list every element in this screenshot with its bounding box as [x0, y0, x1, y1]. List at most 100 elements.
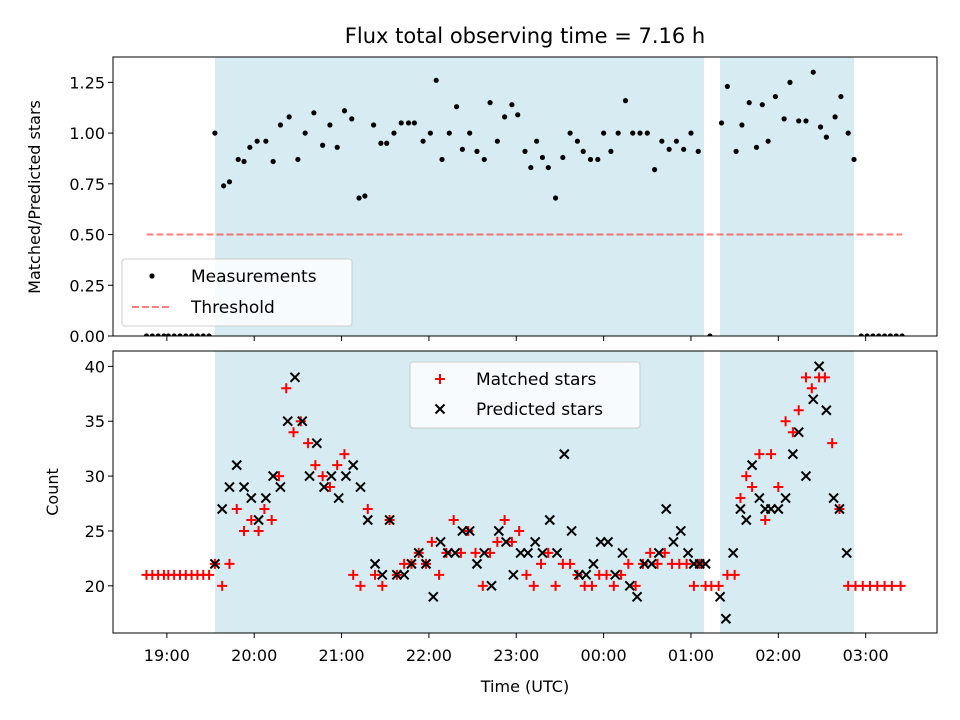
measurement-point	[405, 120, 412, 126]
chart-title: Flux total observing time = 7.16 h	[345, 24, 705, 48]
measurement-point	[277, 122, 284, 128]
predicted-star-marker	[700, 558, 711, 570]
measurement-point	[688, 130, 694, 136]
measurement-point	[241, 158, 247, 165]
measurement-point	[311, 110, 317, 116]
measurement-point	[446, 130, 452, 136]
predicted-star-marker	[754, 492, 765, 504]
predicted-star-marker	[544, 514, 555, 526]
legend-matched-marker	[435, 374, 445, 384]
measurement-point	[509, 102, 515, 108]
predicted-star-marker	[362, 514, 373, 526]
y-tick-label: 20	[85, 577, 105, 596]
measurement-point	[560, 154, 566, 161]
measurement-point	[630, 130, 636, 136]
predicted-star-marker	[617, 547, 628, 559]
matched-star-marker	[332, 460, 343, 471]
matched-star-marker	[528, 580, 539, 591]
matched-star-marker	[355, 580, 366, 591]
measurement-point	[810, 69, 816, 75]
predicted-star-marker	[813, 361, 825, 372]
x-tick-label: 01:00	[668, 646, 714, 665]
predicted-star-marker	[522, 547, 534, 559]
predicted-star-marker	[340, 470, 352, 482]
measurement-point	[391, 130, 397, 136]
predicted-star-marker	[428, 591, 439, 602]
predicted-star-marker	[741, 514, 752, 526]
predicted-star-marker	[500, 536, 512, 548]
matched-star-marker	[806, 383, 817, 394]
predicted-star-marker	[464, 525, 475, 537]
measurement-point	[362, 193, 368, 199]
matched-star-marker	[819, 372, 830, 383]
predicted-star-marker	[508, 569, 519, 581]
predicted-star-marker	[588, 558, 599, 570]
measurement-point	[370, 122, 377, 128]
measurement-point	[580, 148, 586, 154]
predicted-star-marker	[406, 558, 417, 570]
predicted-star-marker	[646, 558, 657, 570]
legend-label: Predicted stars	[476, 400, 603, 420]
measurement-point	[155, 333, 161, 336]
predicted-star-marker	[821, 405, 832, 416]
predicted-star-marker	[275, 481, 286, 493]
predicted-star-marker	[420, 558, 432, 570]
matched-star-marker	[514, 525, 525, 536]
predicted-star-marker	[551, 547, 563, 559]
predicted-star-marker	[610, 569, 621, 581]
measurement-point	[601, 130, 607, 136]
matched-star-marker	[455, 547, 466, 558]
measurement-point	[189, 333, 195, 336]
matched-star-marker	[231, 504, 242, 515]
predicted-star-marker	[209, 558, 221, 570]
matched-star-marker	[793, 405, 804, 416]
measurement-point	[515, 112, 521, 118]
measurement-point	[803, 118, 809, 124]
matched-star-marker	[688, 580, 699, 591]
measurement-point	[481, 156, 487, 163]
matched-star-marker	[886, 580, 897, 591]
measurement-point	[295, 156, 301, 163]
matched-star-marker	[586, 580, 597, 591]
x-tick-label: 02:00	[755, 646, 801, 665]
measurement-point	[487, 100, 493, 106]
matched-star-marker	[303, 438, 314, 449]
measurement-point	[221, 183, 227, 189]
predicted-star-marker	[413, 547, 424, 559]
matched-star-marker	[713, 580, 724, 591]
measurement-point	[212, 130, 218, 136]
matched-star-marker	[492, 536, 503, 547]
measurement-point	[838, 93, 844, 100]
matched-star-marker	[572, 569, 583, 580]
matched-star-marker	[506, 536, 517, 547]
predicted-star-marker	[369, 558, 381, 570]
predicted-star-marker	[398, 569, 410, 581]
measurement-point	[183, 333, 189, 336]
measurement-point	[459, 146, 465, 152]
measurement-point	[739, 122, 745, 128]
measurement-point	[707, 333, 713, 336]
measurement-point	[270, 158, 276, 165]
predicted-star-marker	[559, 448, 570, 460]
matched-star-marker	[377, 580, 388, 591]
matched-star-marker	[448, 514, 459, 525]
measurement-point	[474, 148, 480, 154]
matched-star-marker	[787, 427, 798, 438]
legend-label: Matched stars	[476, 370, 596, 390]
matched-star-marker	[246, 514, 257, 525]
predicted-star-marker	[727, 547, 739, 559]
measurement-point	[411, 120, 417, 126]
matched-star-marker	[608, 580, 619, 591]
measurement-point	[263, 138, 269, 144]
measurement-point	[864, 333, 870, 336]
measurement-point	[356, 195, 362, 201]
measurement-point	[522, 148, 528, 154]
matched-star-marker	[735, 493, 746, 504]
matched-star-marker	[463, 525, 474, 536]
predicted-star-marker	[216, 503, 228, 515]
predicted-star-marker	[746, 459, 758, 471]
predicted-star-marker	[253, 514, 264, 526]
measurement-point	[870, 333, 876, 336]
measurement-point	[534, 138, 540, 144]
predicted-star-marker	[479, 547, 490, 559]
